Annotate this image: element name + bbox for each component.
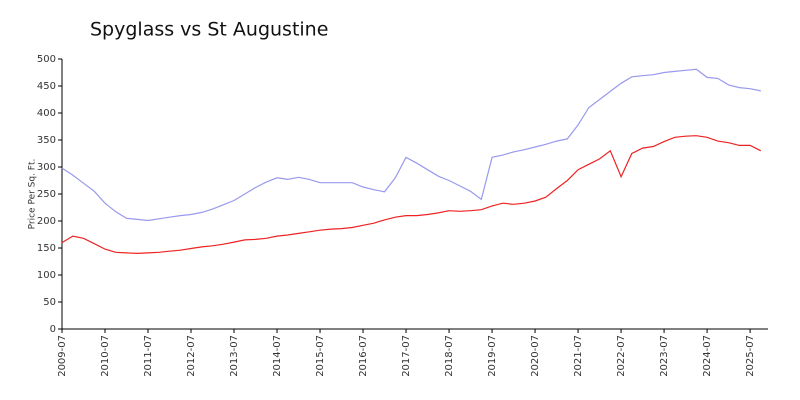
series-line (61, 135, 762, 255)
y-tick-label: 400 (37, 108, 56, 119)
y-tick-label: 50 (43, 297, 56, 308)
y-tick-label: 0 (50, 324, 56, 335)
x-tick-label: 2014-07 (272, 335, 283, 377)
y-tick-label: 500 (37, 54, 56, 65)
x-tick-label: 2020-07 (530, 335, 541, 377)
x-tick-label: 2019-07 (487, 335, 498, 377)
y-tick-label: 450 (37, 81, 56, 92)
x-tick-label: 2022-07 (616, 335, 627, 377)
series-line (61, 68, 761, 222)
y-tick-label: 200 (37, 216, 56, 227)
x-tick-label: 2017-07 (401, 335, 412, 377)
y-tick-label: 350 (37, 135, 56, 146)
x-tick-label: 2025-07 (745, 335, 756, 377)
x-tick-label: 2016-07 (358, 335, 369, 377)
x-tick-label: 2024-07 (702, 335, 713, 377)
x-tick-label: 2015-07 (315, 335, 326, 377)
chart-title: Spyglass vs St Augustine (90, 19, 328, 41)
x-tick-label: 2023-07 (659, 335, 670, 377)
y-tick-label: 100 (37, 270, 56, 281)
y-tick-label: 150 (37, 243, 56, 254)
x-tick-label: 2021-07 (573, 335, 584, 377)
x-tick-label: 2010-07 (100, 335, 111, 377)
y-tick-label: 250 (37, 189, 56, 200)
x-tick-label: 2013-07 (229, 335, 240, 377)
y-tick-label: 300 (37, 162, 56, 173)
x-tick-label: 2009-07 (57, 335, 68, 377)
x-tick-label: 2018-07 (444, 335, 455, 377)
x-tick-label: 2011-07 (143, 335, 154, 377)
x-tick-label: 2012-07 (186, 335, 197, 377)
y-axis-label: Price Per Sq. Ft. (28, 159, 38, 230)
